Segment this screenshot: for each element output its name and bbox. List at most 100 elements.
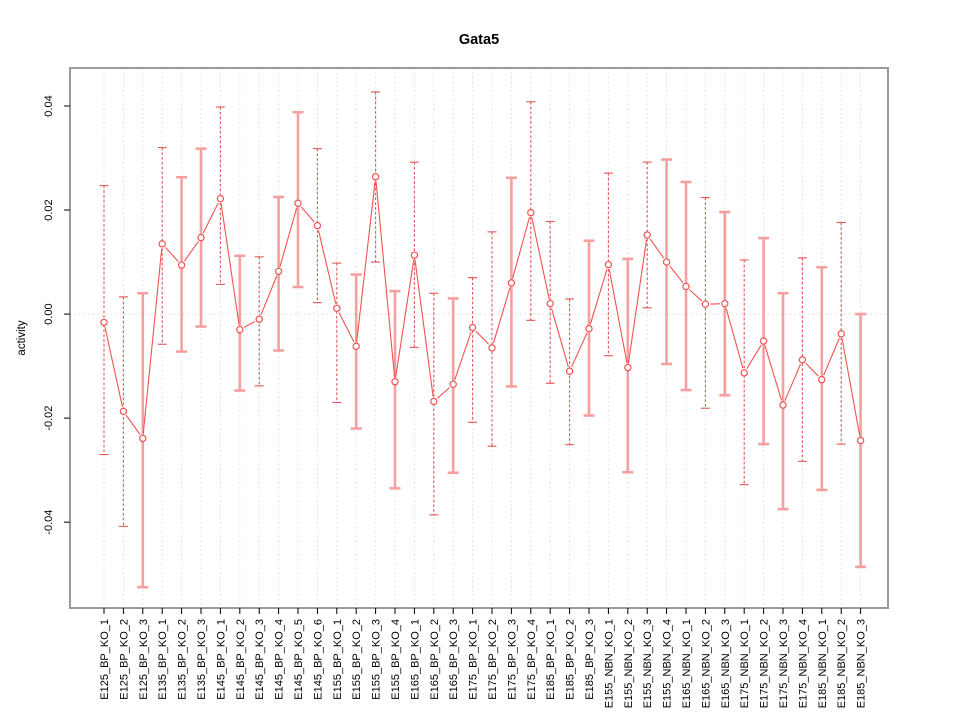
series-segment: [746, 344, 762, 370]
error-bar: [777, 291, 789, 511]
data-point: [818, 375, 826, 384]
series-segment: [841, 338, 861, 436]
data-point: [721, 299, 729, 308]
series-segment: [649, 238, 665, 259]
data-point: [100, 318, 108, 327]
series-segment: [202, 202, 219, 234]
x-tick-label: E125_BP_KO_3: [138, 619, 150, 700]
error-bar: [487, 231, 497, 447]
data-point: [856, 436, 865, 445]
y-tick-label: 0.00: [43, 303, 55, 324]
series-segment: [165, 247, 179, 262]
x-tick-label: E145_BP_KO_6: [312, 619, 324, 700]
x-tick-label: E185_BP_KO_3: [584, 619, 596, 700]
data-point: [255, 315, 263, 323]
error-bar: [371, 91, 381, 263]
y-tick-label: -0.02: [43, 406, 55, 431]
data-point: [468, 323, 477, 332]
series-segment: [317, 230, 337, 304]
series-segment: [454, 331, 472, 380]
series-segment: [395, 259, 415, 378]
x-tick-label: E165_BP_KO_2: [429, 619, 441, 700]
series-segment: [805, 362, 819, 377]
data-point: [216, 194, 225, 203]
data-point: [274, 267, 283, 276]
data-point: [527, 208, 535, 217]
chart-title: Gata5: [459, 32, 499, 48]
data-point: [410, 251, 419, 259]
x-tick-label: E175_BP_KO_1: [468, 619, 480, 700]
series-segment: [125, 414, 141, 435]
error-bar: [526, 101, 536, 321]
x-tick-label: E135_BP_KO_1: [157, 619, 169, 700]
error-bar: [350, 273, 362, 430]
series-segment: [571, 332, 588, 368]
data-point: [488, 344, 496, 352]
data-point: [158, 240, 166, 248]
error-bar: [545, 220, 555, 384]
y-axis-title: activity: [16, 320, 28, 355]
data-point: [139, 434, 147, 443]
data-point: [507, 279, 516, 287]
x-tick-label: E175_NBN_KO_1: [739, 619, 751, 708]
data-point: [236, 325, 244, 334]
x-tick-label: E165_NBN_KO_3: [720, 619, 732, 708]
series-segment: [784, 364, 802, 401]
x-tick-label: E155_NBN_KO_2: [623, 619, 635, 708]
error-bar: [389, 289, 401, 490]
x-tick-label: E165_NBN_KO_2: [700, 619, 712, 708]
x-tick-label: E165_BP_KO_1: [409, 619, 421, 700]
series-segment: [512, 217, 531, 279]
series-segment: [764, 345, 783, 401]
x-tick-label: E155_NBN_KO_1: [603, 619, 615, 708]
x-tick-label: E135_BP_KO_2: [177, 619, 189, 700]
y-tick-label: 0.04: [43, 95, 55, 116]
x-tick-label: E175_BP_KO_3: [506, 619, 518, 700]
data-point: [449, 380, 457, 389]
data-point: [119, 407, 128, 416]
data-point: [662, 258, 671, 266]
x-tick-label: E185_NBN_KO_2: [836, 619, 848, 708]
data-point: [294, 199, 302, 207]
series-segment: [823, 338, 840, 376]
x-tick-label: E145_BP_KO_2: [235, 619, 247, 700]
series-segment: [220, 203, 240, 326]
series-segment: [725, 308, 744, 369]
x-tick-label: E175_BP_KO_2: [487, 619, 499, 700]
data-point: [624, 363, 632, 372]
data-point: [701, 300, 710, 308]
x-tick-label: E165_NBN_KO_1: [681, 619, 693, 708]
error-bar: [700, 196, 710, 409]
x-tick-label: E155_BP_KO_2: [351, 619, 363, 700]
data-point: [565, 367, 574, 375]
x-tick-label: E185_NBN_KO_1: [817, 619, 829, 708]
x-tick-label: E185_BP_KO_2: [565, 619, 577, 700]
data-point: [604, 260, 613, 269]
plot-border: [69, 67, 889, 609]
data-point: [798, 356, 807, 364]
data-point: [371, 173, 380, 181]
series-segment: [550, 308, 569, 367]
axis-layer: -0.04 -0.02 0.00 0.02 0.04 E125_BP_KO_1 E125_B…: [43, 67, 889, 708]
series-segment: [589, 269, 608, 325]
series-segment: [531, 217, 550, 300]
x-tick-label: E145_BP_KO_1: [215, 619, 227, 700]
series-segment: [300, 206, 315, 223]
x-tick-label: E125_BP_KO_1: [99, 619, 111, 700]
series-segment: [338, 312, 355, 343]
x-tick-label: E155_NBN_KO_3: [642, 619, 654, 708]
series-segment: [142, 248, 163, 434]
data-point: [333, 304, 341, 313]
data-point: [837, 330, 845, 338]
data-point: [313, 221, 322, 230]
series-segment: [375, 181, 396, 377]
x-tick-label: E165_BP_KO_3: [448, 619, 460, 700]
series-segment: [260, 275, 278, 316]
x-tick-label: E175_NBN_KO_3: [778, 619, 790, 708]
data-point: [546, 299, 554, 308]
data-point: [352, 342, 360, 351]
x-tick-label: E125_BP_KO_2: [118, 619, 130, 700]
x-tick-label: E155_BP_KO_3: [371, 619, 383, 700]
y-tick-label: 0.02: [43, 199, 55, 220]
